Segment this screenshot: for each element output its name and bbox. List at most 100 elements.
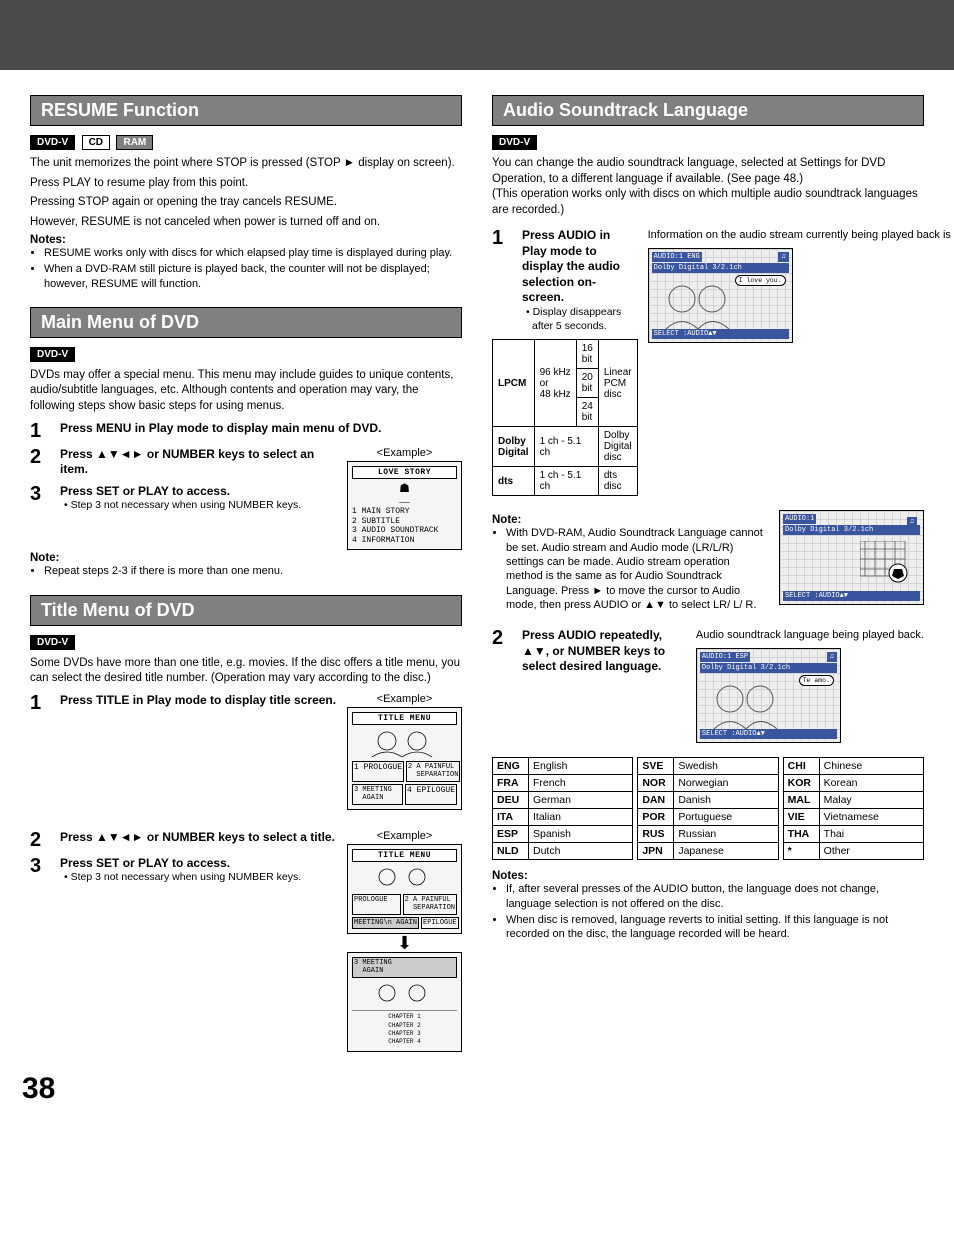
- notes-heading: Notes:: [30, 234, 462, 246]
- titlemenu-illustration-2: TITLE MENU PROLOGUE 2 A PAINFUL SEPARATI…: [347, 844, 462, 934]
- illus-cell: 1 PROLOGUE: [352, 761, 404, 782]
- step-substep: • Display disappears after 5 seconds.: [522, 306, 638, 333]
- step-2: 2 Press ▲▼◄► or NUMBER keys to select a …: [30, 830, 339, 850]
- titlemenu-intro: Some DVDs have more than one title, e.g.…: [30, 656, 462, 687]
- illus-cell: 4 EPILOGUE: [405, 784, 457, 805]
- lang-row: CHIChinese: [783, 758, 923, 775]
- osd-text: SELECT :AUDIO▲▼: [700, 729, 837, 739]
- lang-row: ENGEnglish: [493, 758, 633, 775]
- step-1: 1 Press TITLE in Play mode to display ti…: [30, 693, 339, 713]
- lang-row: PORPortuguese: [638, 809, 778, 826]
- music-icon: ♫: [778, 252, 788, 262]
- illus-items: 1 MAIN STORY 2 SUBTITLE 3 AUDIO SOUNDTRA…: [352, 507, 457, 545]
- badge-dvdv: DVD-V: [30, 635, 75, 650]
- step-substep: • Step 3 not necessary when using NUMBER…: [60, 499, 339, 513]
- titlemenu-heading: Title Menu of DVD: [30, 595, 462, 626]
- step-text: Press TITLE in Play mode to display titl…: [60, 693, 339, 709]
- lang-row: JPNJapanese: [638, 843, 778, 860]
- spec-cell: dts: [493, 467, 535, 496]
- illus-cell: 2 A PAINFUL SEPARATION: [406, 761, 460, 782]
- spec-cell: LPCM: [493, 340, 535, 427]
- lang-row: DANDanish: [638, 792, 778, 809]
- osd-text: Dolby Digital 3/2.1ch: [700, 663, 837, 673]
- lang-cell: German: [529, 792, 633, 809]
- illus-title: LOVE STORY: [352, 466, 457, 480]
- audio-badges: DVD-V: [492, 132, 924, 150]
- note-item: When a DVD-RAM still picture is played b…: [44, 262, 462, 291]
- speech-bubble: Te amo.: [799, 675, 834, 686]
- spec-cell: 1 ch - 5.1 ch: [534, 467, 598, 496]
- resume-text: However, RESUME is not canceled when pow…: [30, 215, 462, 231]
- lang-cell: Malay: [819, 792, 923, 809]
- titlemenu-badges: DVD-V: [30, 632, 462, 650]
- lang-cell: ESP: [493, 826, 529, 843]
- osd-text: SELECT :AUDIO▲▼: [652, 329, 789, 339]
- illus-cell: EPILOGUE: [421, 917, 459, 929]
- lang-cell: Vietnamese: [819, 809, 923, 826]
- step-text: Press AUDIO repeatedly, ▲▼, or NUMBER ke…: [522, 628, 686, 675]
- lang-cell: *: [783, 843, 819, 860]
- lang-cell: FRA: [493, 775, 529, 792]
- step-number: 1: [30, 693, 48, 713]
- resume-text: Pressing STOP again or opening the tray …: [30, 195, 462, 211]
- resume-badges: DVD-V CD RAM: [30, 132, 462, 150]
- illus-title: TITLE MENU: [352, 849, 457, 863]
- lang-cell: DAN: [638, 792, 674, 809]
- mainmenu-note: Repeat steps 2-3 if there is more than o…: [30, 564, 462, 578]
- lang-row: VIEVietnamese: [783, 809, 923, 826]
- lang-cell: English: [529, 758, 633, 775]
- resume-notes: RESUME works only with discs for which e…: [30, 246, 462, 291]
- lang-cell: Norwegian: [674, 775, 778, 792]
- illus-cell: 3 MEETING AGAIN: [352, 784, 403, 805]
- step-2: 2 Press AUDIO repeatedly, ▲▼, or NUMBER …: [492, 628, 686, 675]
- badge-cd: CD: [82, 135, 110, 150]
- resume-text: The unit memorizes the point where STOP …: [30, 156, 462, 172]
- step-3: 3 Press SET or PLAY to access. • Step 3 …: [30, 856, 339, 885]
- step-2: 2 Press ▲▼◄► or NUMBER keys to select an…: [30, 447, 339, 478]
- osd-illustration-2: AUDIO:1 ♫ Dolby Digital 3/2.1ch SELECT :…: [779, 510, 924, 605]
- lang-cell: NOR: [638, 775, 674, 792]
- audio-note: With DVD-RAM, Audio Soundtrack Language …: [492, 526, 769, 612]
- lang-table-1: ENGEnglishFRAFrenchDEUGermanITAItalianES…: [492, 757, 633, 860]
- people-icon: [664, 279, 734, 334]
- audio-heading: Audio Soundtrack Language: [492, 95, 924, 126]
- osd-illustration-3: AUDIO:1 ESP Dolby Digital 3/2.1ch ♫ Te a…: [696, 648, 841, 743]
- example-label: <Example>: [347, 447, 462, 459]
- people-icon: [352, 866, 457, 890]
- soccer-icon: [860, 541, 915, 586]
- illus-cell: PROLOGUE: [352, 894, 401, 915]
- lang-cell: Portuguese: [674, 809, 778, 826]
- step-number: 2: [30, 447, 48, 478]
- lang-row: SVESwedish: [638, 758, 778, 775]
- lang-cell: Chinese: [819, 758, 923, 775]
- illus-cell: 2 A PAINFUL SEPARATION: [403, 894, 457, 915]
- music-icon: ♫: [827, 652, 837, 662]
- page-number: 38: [0, 1072, 954, 1120]
- lang-cell: SVE: [638, 758, 674, 775]
- step-number: 1: [492, 228, 510, 333]
- spec-cell: Linear PCM disc: [598, 340, 637, 427]
- spec-cell: Dolby Digital disc: [598, 427, 637, 467]
- side-info-2: Audio soundtrack language being played b…: [696, 628, 924, 642]
- lang-cell: Thai: [819, 826, 923, 843]
- music-icon: ♫: [907, 517, 917, 527]
- people-icon: [712, 679, 782, 734]
- illus-title: TITLE MENU: [352, 712, 457, 726]
- note-item: Repeat steps 2-3 if there is more than o…: [44, 564, 462, 578]
- lang-row: ITAItalian: [493, 809, 633, 826]
- speech-bubble: I love you.: [735, 275, 786, 286]
- titlemenu-illustration-1: TITLE MENU 1 PROLOGUE 2 A PAINFUL SEPARA…: [347, 707, 462, 810]
- lang-cell: JPN: [638, 843, 674, 860]
- osd-text: Dolby Digital 3/2.1ch: [783, 525, 920, 535]
- badge-ram: RAM: [116, 135, 153, 150]
- lang-cell: NLD: [493, 843, 529, 860]
- resume-heading: RESUME Function: [30, 95, 462, 126]
- badge-dvdv: DVD-V: [30, 135, 75, 150]
- arrow-down-icon: ⬇: [347, 934, 462, 952]
- mainmenu-heading: Main Menu of DVD: [30, 307, 462, 338]
- lang-cell: Other: [819, 843, 923, 860]
- lang-cell: CHI: [783, 758, 819, 775]
- osd-text: AUDIO:1: [783, 514, 816, 524]
- example-label: <Example>: [347, 830, 462, 842]
- lang-row: NORNorwegian: [638, 775, 778, 792]
